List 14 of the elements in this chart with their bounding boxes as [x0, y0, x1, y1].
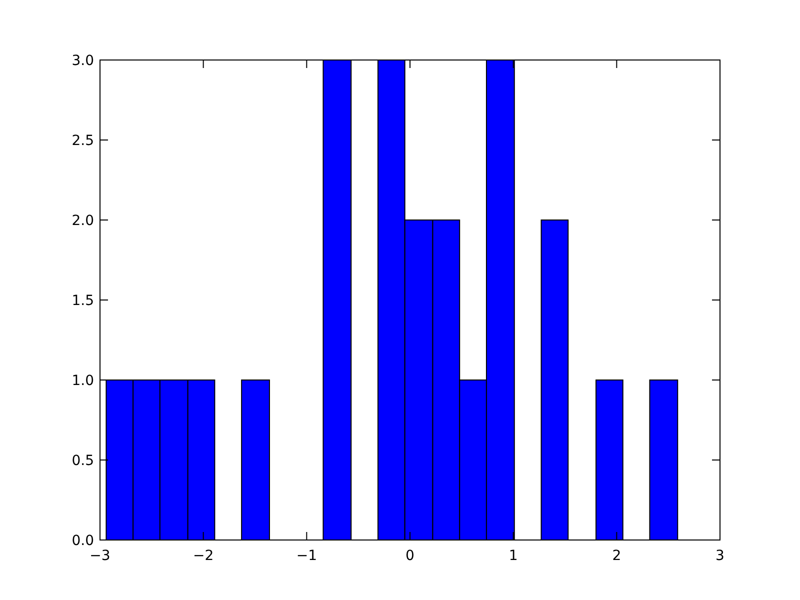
y-tick-label: 2.5: [72, 132, 94, 149]
x-tick-label: −3: [90, 548, 110, 564]
x-tick-label: 0: [406, 548, 414, 564]
y-tick-label: 1.5: [72, 292, 94, 309]
x-tick-label: −2: [193, 548, 214, 564]
y-tick-label: 0.0: [72, 532, 94, 549]
x-tick-label: 1: [508, 548, 518, 564]
x-tick-label: −1: [296, 548, 317, 564]
y-tick-label: 2.0: [72, 212, 94, 229]
y-tick-label: 1.0: [72, 372, 94, 389]
x-tick-label: 3: [716, 548, 724, 564]
y-tick-label: 0.5: [72, 452, 94, 469]
y-tick-label: 3.0: [72, 52, 94, 69]
x-tick-label: 2: [612, 548, 622, 564]
